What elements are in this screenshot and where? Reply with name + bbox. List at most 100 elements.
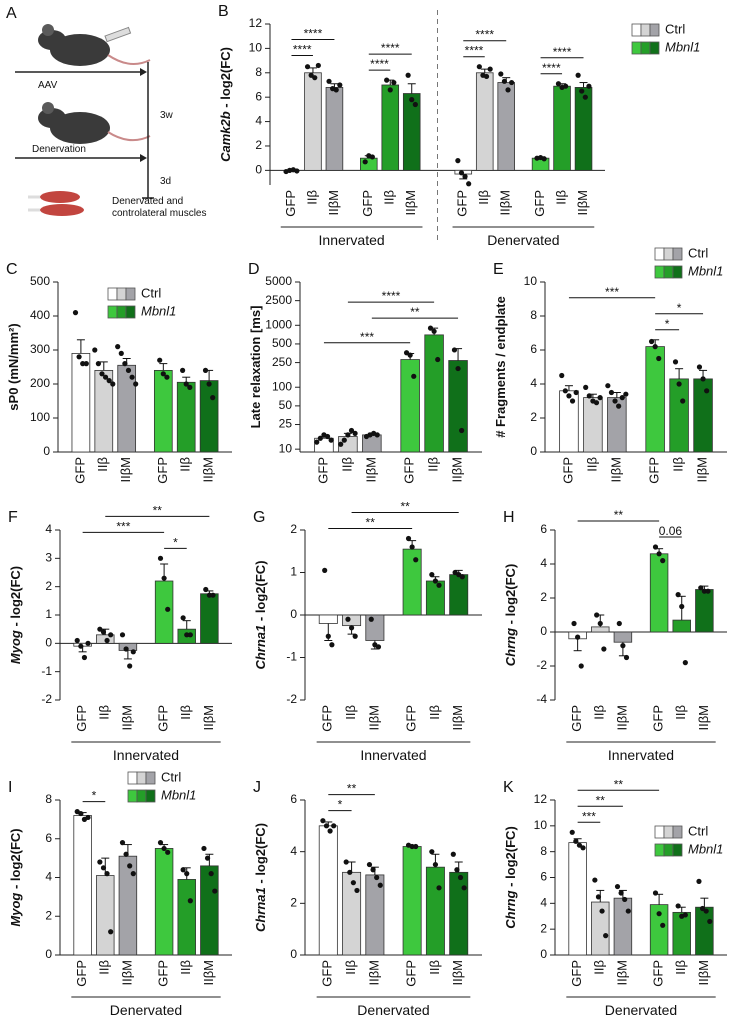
group-label: Innervated [608,747,674,763]
data-point [347,869,353,875]
mouse-2 [38,102,151,144]
y-tick-label: 12 [249,16,263,30]
y-tick-label: 0 [43,444,50,458]
data-point [322,567,328,573]
y-tick-label: 0 [530,444,537,458]
legend-label: Mbnl1 [161,787,196,802]
legend-swatch [672,265,683,279]
bar [177,879,196,956]
data-point [127,863,133,869]
data-point [454,867,460,873]
panel-label: H [503,509,515,526]
x-tick-label: IIβ [97,705,112,720]
data-point [133,381,139,387]
y-axis-label: Late relaxation [ms] [248,306,263,429]
x-tick-label: IIβ [343,705,358,720]
legend-swatch [136,771,147,785]
y-axis-label-part: - log2(FC) [8,828,23,892]
y-axis-label-part: Myog [8,893,23,927]
y-tick-label: -4 [536,692,547,706]
panel-label: A [6,5,17,22]
bar [200,865,219,956]
data-point [331,823,337,829]
data-point [595,894,602,900]
data-point [352,430,358,436]
group-label: Innervated [319,232,385,248]
y-tick-label: 5000 [265,274,292,288]
data-point [100,865,107,871]
legend-label: Ctrl [141,285,161,300]
data-point [701,588,707,594]
data-point [622,896,628,903]
legend-swatch [631,23,642,37]
data-point [675,903,681,909]
significance-label: *** [582,809,596,823]
data-point [541,156,547,162]
x-tick-label: GFP [532,190,547,217]
significance-label: **** [381,41,400,55]
significance-label: *** [605,285,619,299]
x-tick-label: GFP [156,705,171,732]
y-tick-label: 400 [30,308,50,322]
data-point [81,654,88,661]
data-point [487,66,493,72]
data-point [498,71,504,77]
data-point [680,398,686,404]
data-point [696,364,703,370]
data-point [123,646,129,652]
data-point [341,437,347,443]
x-tick-label: IIβ [343,960,358,975]
data-point [505,87,511,93]
significance-label: ** [366,516,376,530]
x-tick-label: IIβM [696,705,711,731]
y-axis-label-part: - log2(FC) [218,47,233,111]
group-label: Denervated [605,1002,677,1018]
y-tick-label: 1 [290,565,297,579]
data-point [180,867,186,873]
data-point [180,367,186,373]
x-tick-label: GFP [455,190,470,217]
significance-label: ** [400,500,410,514]
data-point [184,871,190,877]
panel-label: D [248,261,260,278]
chart: K Chrng - log2(FC) 0 2 4 6 8 10 12 GFP IIβ IIβM GFP I… [503,777,727,1018]
significance-label: **** [304,26,323,40]
legend-swatch [654,247,665,261]
panel-label: J [253,779,261,796]
data-point [387,87,393,93]
y-axis-label-part: Camk2b [218,111,233,162]
x-tick-label: GFP [360,190,375,217]
data-point [707,918,713,925]
legend-swatch [125,305,136,319]
significance-label: **** [553,45,572,59]
data-point [108,632,114,638]
significance-label: ** [347,782,357,796]
data-point [110,381,116,387]
legend-swatch [672,843,683,857]
y-tick-label: 0 [290,947,297,961]
significance-label: ** [614,508,624,522]
data-point [183,381,189,387]
x-tick-label: IIβ [178,705,193,720]
y-tick-label: 10 [524,274,538,288]
panel-label: K [503,779,514,796]
data-point [612,398,618,404]
legend-label: Ctrl [688,245,708,260]
x-tick-label: GFP [404,960,419,987]
legend-label: Mbnl1 [688,263,723,278]
bar [591,626,610,633]
y-tick-label: 50 [279,398,293,412]
bar [669,378,689,453]
data-point [455,158,461,164]
data-point [157,555,164,561]
y-tick-label: 0 [290,607,297,621]
data-point [201,845,207,852]
data-point [97,626,103,632]
x-tick-label: GFP [74,705,89,732]
bar [325,87,344,171]
chart: D Late relaxation [ms] 10 25 50 100 250 500 1000… [248,261,482,484]
y-axis-label-part: Myog [8,630,23,664]
data-point [509,79,515,86]
data-point [656,911,662,917]
data-point [616,620,622,627]
